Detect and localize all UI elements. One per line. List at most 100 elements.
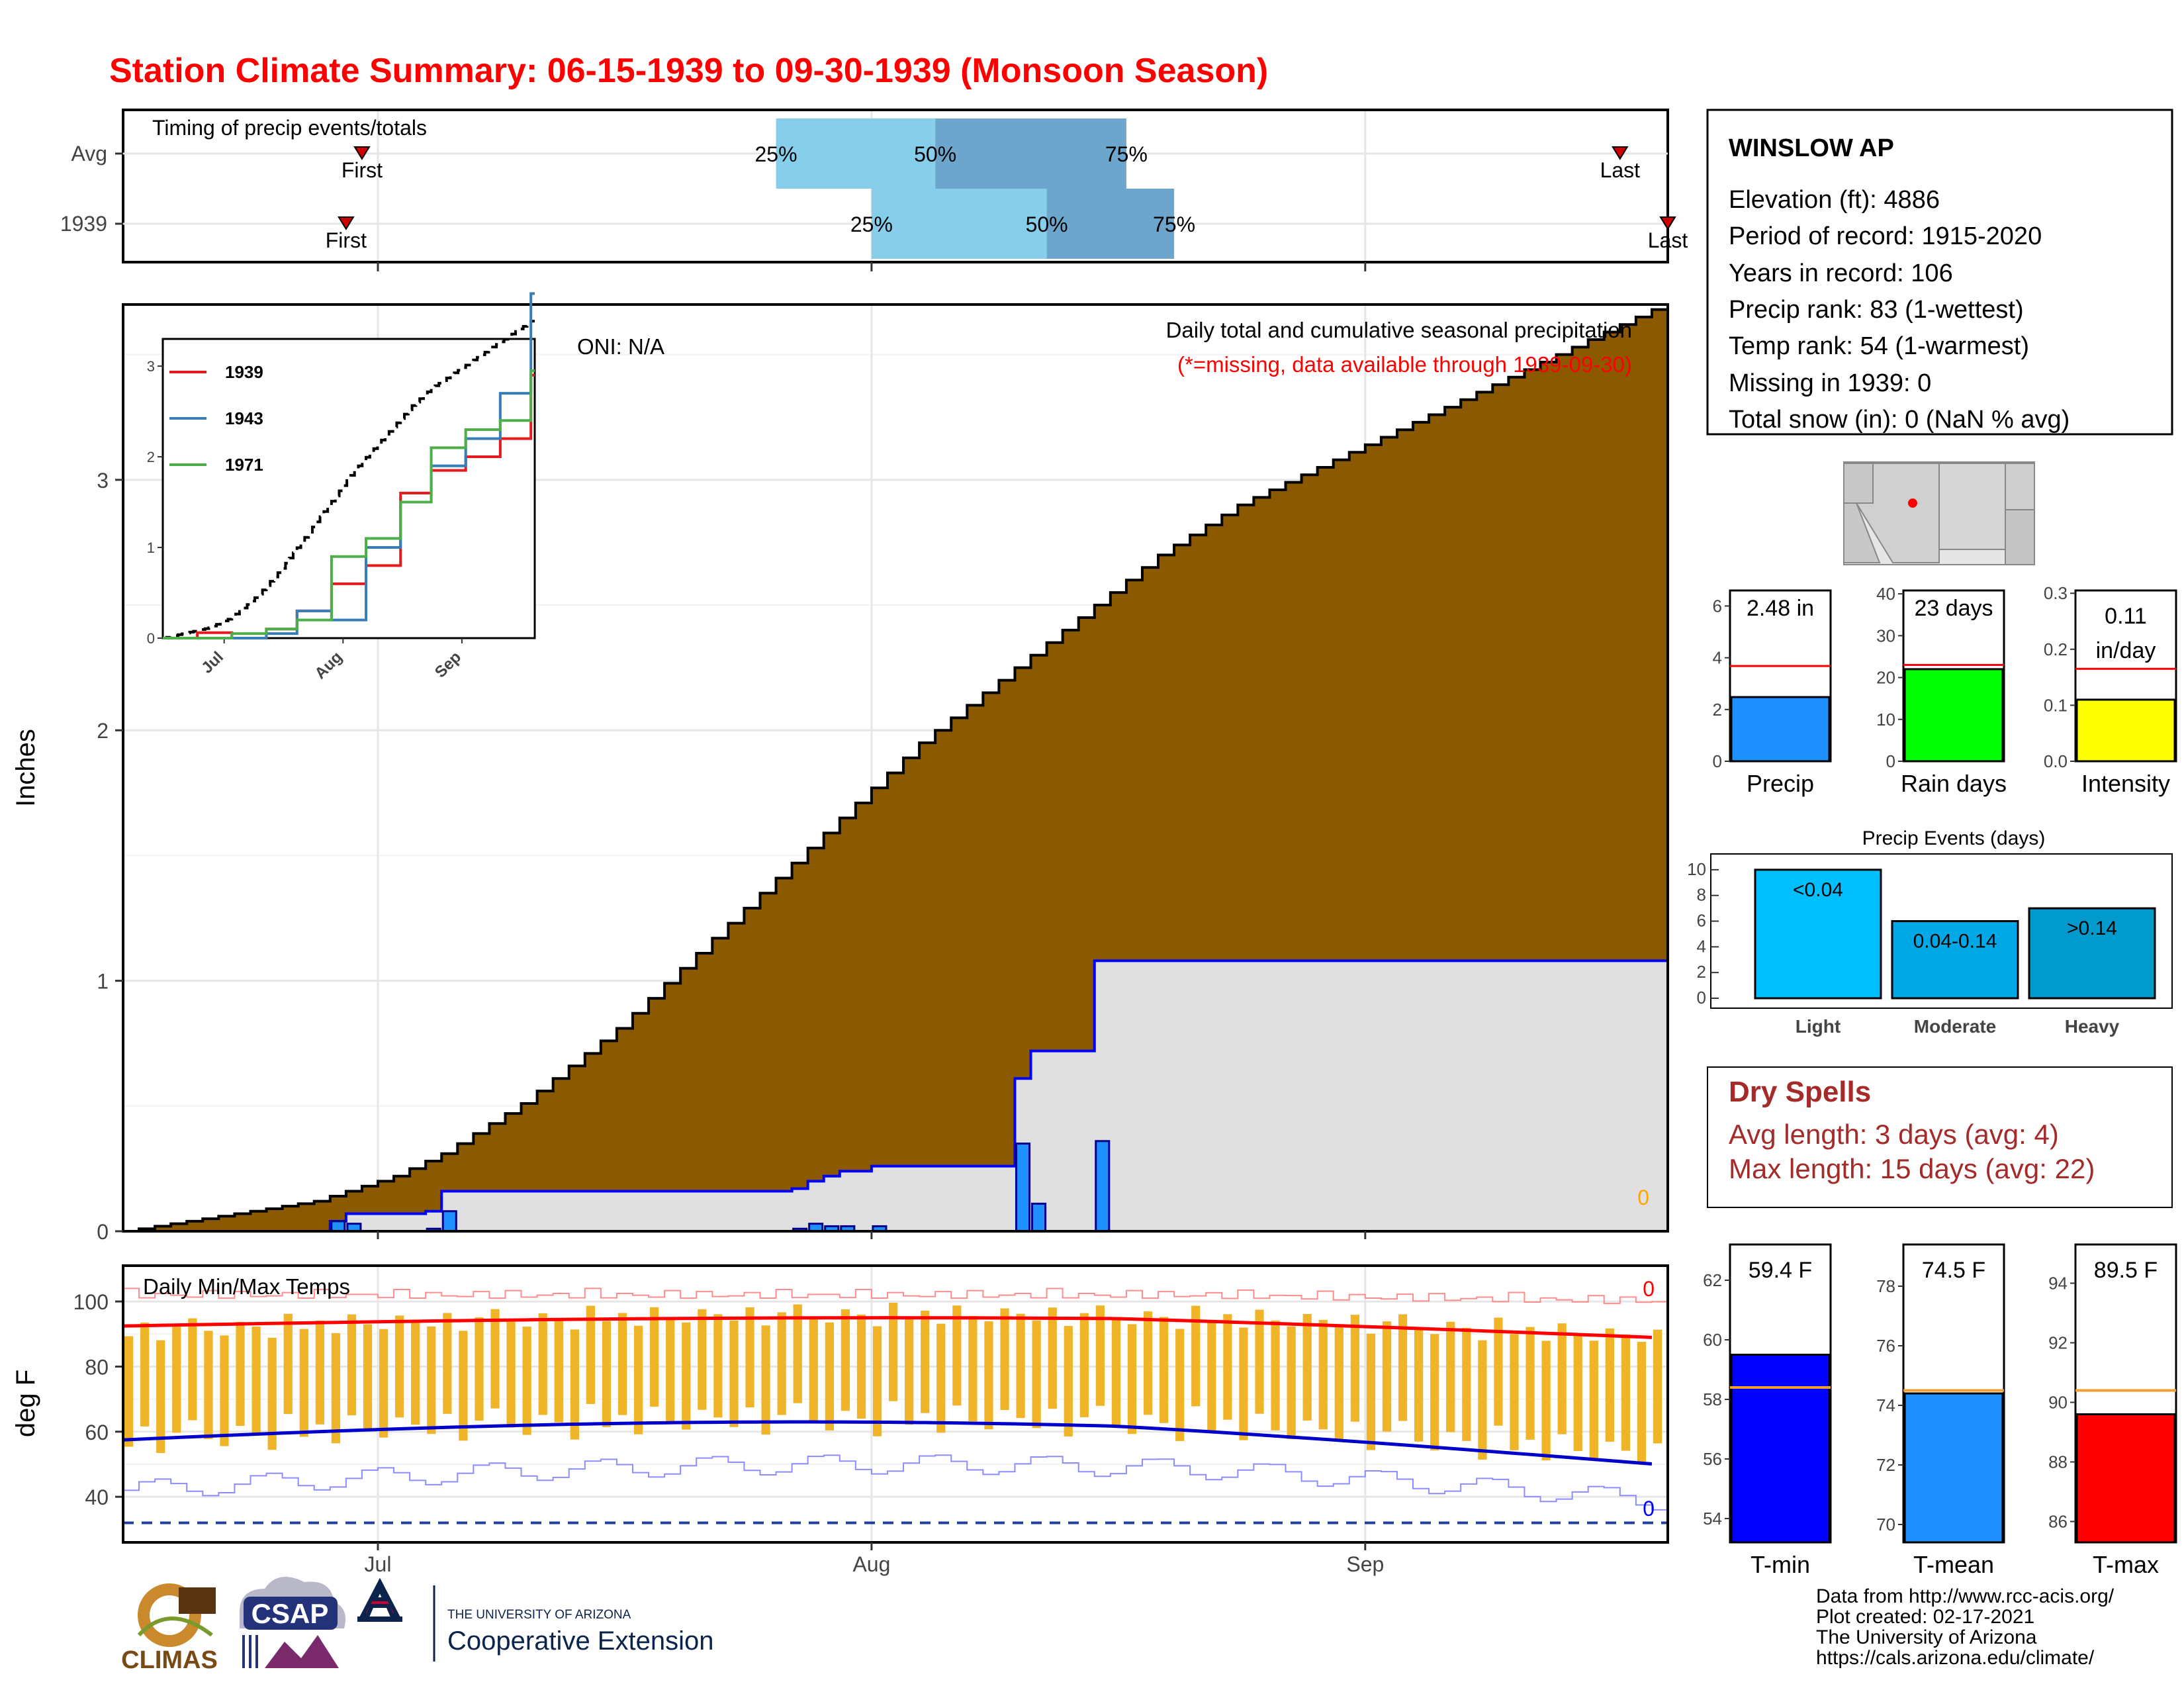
temp-daily-bar xyxy=(1239,1327,1248,1440)
precip-caption: Daily total and cumulative seasonal prec… xyxy=(1166,318,1632,342)
temp-summary-ytick-label: 88 xyxy=(2048,1452,2068,1472)
credits: Data from http://www.rcc-acis.org/ Plot … xyxy=(1816,1585,2115,1669)
summary-bar-label: Precip xyxy=(1747,770,1814,797)
temp-ytick-label: 100 xyxy=(73,1290,109,1314)
events-bar xyxy=(1891,920,2019,1000)
summary-bar xyxy=(2075,698,2176,763)
temp-daily-bar xyxy=(299,1329,308,1437)
timing-last-marker xyxy=(1612,146,1629,160)
temp-summary-value-label: 74.5 F xyxy=(1922,1258,1985,1283)
temp-daily-bar xyxy=(905,1318,914,1425)
temp-daily-bar xyxy=(936,1323,946,1433)
inset-ytick-label: 2 xyxy=(147,449,155,465)
temp-daily-bar xyxy=(379,1329,388,1438)
page-title: Station Climate Summary: 06-15-1939 to 0… xyxy=(109,52,1268,90)
temp-daily-bar xyxy=(188,1318,197,1421)
station-info-box: WINSLOW AP Elevation (ft): 4886 Period o… xyxy=(1706,109,2173,436)
timing-last-label: Last xyxy=(1648,228,1688,252)
temp-daily-bar xyxy=(140,1322,150,1427)
temp-daily-bar xyxy=(1191,1305,1201,1407)
climas-logo: CLIMAS xyxy=(121,1583,218,1674)
timing-first-marker xyxy=(338,216,355,230)
temp-daily-bar xyxy=(1462,1327,1471,1441)
summary-bar xyxy=(1903,668,2004,763)
temp-daily-bar xyxy=(713,1314,723,1418)
precip-ytick-label: 3 xyxy=(97,469,109,492)
temp-daily-bar xyxy=(1573,1335,1582,1452)
temp-summary-value-label: 89.5 F xyxy=(2094,1258,2158,1283)
temp-daily-bar xyxy=(427,1326,436,1434)
temp-daily-bar xyxy=(283,1313,293,1415)
temp-daily-bar xyxy=(395,1315,404,1418)
temp-daily-bar xyxy=(666,1317,675,1423)
temp-daily-bar xyxy=(267,1337,277,1450)
temp-summary-ytick-label: 76 xyxy=(1876,1336,1895,1356)
temperature-bar-charts: 54 56 58 60 62 59.4 F T-min 70 72 74 76 78 74.5 F T-m… xyxy=(1703,1243,2177,1578)
temp-daily-bar xyxy=(1127,1324,1137,1434)
csap-logo: CSAP xyxy=(239,1577,346,1668)
credit-line: Plot created: 02-17-2021 xyxy=(1816,1606,2034,1628)
inset-ytick-label: 1 xyxy=(147,539,155,556)
temp-daily-bar xyxy=(586,1305,596,1404)
temp-ytick-label: 80 xyxy=(85,1355,109,1379)
temp-daily-bar xyxy=(1557,1323,1567,1434)
temp-daily-bar xyxy=(1000,1308,1009,1411)
temp-daily-bar xyxy=(124,1336,134,1447)
temp-daily-bar xyxy=(1111,1319,1121,1426)
station-line: Total snow (in): 0 (NaN % avg) xyxy=(1729,406,2070,434)
timing-p25-label: 25% xyxy=(755,142,797,166)
climas-logo-text: CLIMAS xyxy=(121,1646,218,1674)
temp-daily-bar xyxy=(506,1321,516,1428)
inset-series-line xyxy=(163,369,535,639)
summary-ytick-label: 30 xyxy=(1876,626,1895,645)
temp-summary-ytick-label: 56 xyxy=(1703,1449,1722,1469)
temp-daily-bar xyxy=(363,1324,373,1430)
temp-daily-bar xyxy=(156,1340,165,1453)
summary-bar-label: Rain days xyxy=(1901,770,2007,797)
events-ytick-label: 6 xyxy=(1697,911,1706,931)
temp-ytick-label: 60 xyxy=(85,1421,109,1444)
temp-summary-ytick-label: 60 xyxy=(1703,1330,1722,1350)
temp-daily-bar xyxy=(809,1317,818,1423)
inset-ytick-label: 0 xyxy=(147,630,155,647)
summary-value-unit: in/day xyxy=(2096,638,2156,663)
temp-daily-bar xyxy=(1302,1313,1312,1421)
x-axis-month-label: Aug xyxy=(852,1552,890,1576)
timing-bar-25-50 xyxy=(871,189,1047,259)
events-bar-value: <0.04 xyxy=(1793,879,1843,901)
precip-caption-missing: (*=missing, data available through 1939-… xyxy=(1177,352,1632,377)
inset-ytick-label: 3 xyxy=(147,358,155,375)
precip-ytick-label: 0 xyxy=(97,1220,109,1244)
summary-bar-charts: 0 2 4 6 2.48 in Precip 0 10 20 30 40 23 days Rain da… xyxy=(1713,583,2177,797)
avg-max-temp-line xyxy=(122,1316,1653,1339)
record-low-line xyxy=(123,1454,1668,1511)
temp-summary-ytick-label: 86 xyxy=(2048,1512,2068,1532)
temp-daily-bar xyxy=(856,1314,866,1419)
timing-last-marker xyxy=(1659,216,1676,230)
temp-daily-bar xyxy=(650,1307,659,1407)
temp-daily-bar xyxy=(777,1312,786,1415)
temp-daily-bar xyxy=(1653,1329,1662,1444)
summary-bar-label: Intensity xyxy=(2081,770,2170,797)
temp-daily-bar xyxy=(1207,1321,1216,1431)
temp-summary-ytick-label: 58 xyxy=(1703,1389,1722,1409)
temp-daily-bar xyxy=(952,1305,962,1406)
temp-daily-bar xyxy=(1255,1309,1264,1414)
temp-daily-bar xyxy=(1541,1340,1551,1461)
temp-daily-bar xyxy=(1510,1334,1519,1450)
station-line: Period of record: 1915-2020 xyxy=(1729,222,2042,250)
temp-daily-bar xyxy=(1398,1314,1408,1421)
events-bar xyxy=(1754,868,1882,1000)
timing-p75-label: 75% xyxy=(1105,142,1148,166)
temp-daily-bar xyxy=(1446,1321,1455,1432)
temp-summary-ytick-label: 74 xyxy=(1876,1395,1895,1415)
temp-daily-bar xyxy=(1271,1320,1280,1430)
locator-map xyxy=(1843,461,2035,565)
summary-ytick-label: 0 xyxy=(1713,751,1722,771)
temp-summary-label: T-max xyxy=(2093,1551,2159,1578)
temp-summary-label: T-mean xyxy=(1913,1551,1994,1578)
station-line: Elevation (ft): 4886 xyxy=(1729,186,1940,214)
summary-ytick-label: 0.1 xyxy=(2044,695,2068,715)
temp-daily-bar xyxy=(570,1329,579,1440)
temp-daily-bar xyxy=(1637,1342,1647,1462)
